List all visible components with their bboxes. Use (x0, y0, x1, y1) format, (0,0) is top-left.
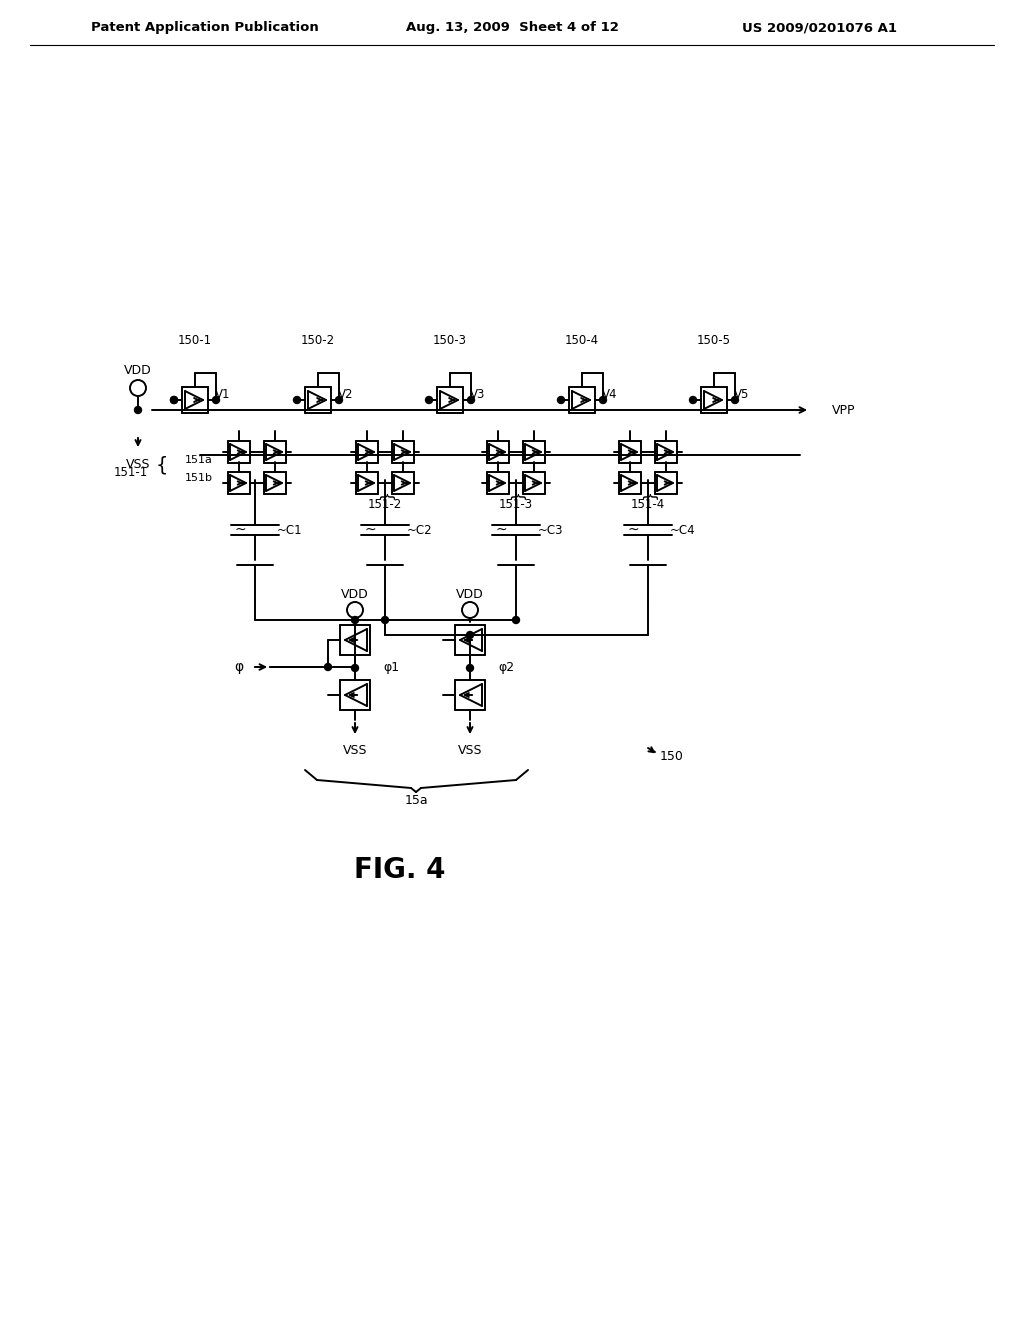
Text: φ: φ (233, 660, 243, 675)
Text: VDD: VDD (456, 587, 484, 601)
Text: 150-3: 150-3 (433, 334, 467, 346)
Circle shape (171, 396, 177, 404)
Text: 150-4: 150-4 (565, 334, 599, 346)
Text: V5: V5 (734, 388, 750, 401)
Text: 151a: 151a (185, 455, 213, 465)
Text: 151b: 151b (185, 473, 213, 483)
Text: V3: V3 (470, 388, 485, 401)
Text: 150-2: 150-2 (301, 334, 335, 346)
Circle shape (336, 396, 342, 404)
Text: ~C2: ~C2 (407, 524, 432, 536)
Text: {: { (378, 492, 392, 502)
Text: 150-1: 150-1 (178, 334, 212, 346)
Text: 150-5: 150-5 (697, 334, 731, 346)
Text: V1: V1 (215, 388, 230, 401)
Text: 151-2: 151-2 (368, 499, 402, 511)
Text: Patent Application Publication: Patent Application Publication (91, 21, 318, 34)
Text: V4: V4 (602, 388, 617, 401)
Text: V2: V2 (338, 388, 353, 401)
Text: VSS: VSS (458, 743, 482, 756)
Text: 151-4: 151-4 (631, 499, 666, 511)
Circle shape (171, 396, 177, 404)
Circle shape (325, 664, 332, 671)
Circle shape (351, 664, 358, 672)
Circle shape (731, 396, 738, 404)
Circle shape (294, 396, 300, 404)
Text: Aug. 13, 2009  Sheet 4 of 12: Aug. 13, 2009 Sheet 4 of 12 (406, 21, 618, 34)
Circle shape (134, 407, 141, 413)
Text: ~: ~ (627, 523, 639, 537)
Circle shape (557, 396, 564, 404)
Text: {: { (508, 492, 523, 502)
Text: ~C3: ~C3 (538, 524, 563, 536)
Text: US 2009/0201076 A1: US 2009/0201076 A1 (742, 21, 897, 34)
Text: φ2: φ2 (498, 660, 514, 673)
Text: ~C4: ~C4 (670, 524, 695, 536)
Text: ~: ~ (234, 523, 246, 537)
Text: 150: 150 (660, 751, 684, 763)
Circle shape (213, 396, 219, 404)
Circle shape (468, 396, 474, 404)
Text: ~: ~ (365, 523, 376, 537)
Text: VSS: VSS (343, 743, 368, 756)
Text: {: { (640, 492, 655, 502)
Text: ~: ~ (496, 523, 507, 537)
Circle shape (351, 616, 358, 623)
Circle shape (467, 664, 473, 672)
Text: 151-3: 151-3 (499, 499, 534, 511)
Text: ~C1: ~C1 (278, 524, 303, 536)
Text: VDD: VDD (124, 363, 152, 376)
Circle shape (599, 396, 606, 404)
Circle shape (382, 616, 388, 623)
Circle shape (426, 396, 432, 404)
Text: VDD: VDD (341, 587, 369, 601)
Text: {: { (156, 455, 168, 474)
Text: VSS: VSS (126, 458, 151, 470)
Text: VPP: VPP (831, 404, 855, 417)
Text: φ1: φ1 (383, 660, 399, 673)
Text: 151-1: 151-1 (114, 466, 148, 479)
Text: FIG. 4: FIG. 4 (354, 855, 445, 884)
Circle shape (512, 616, 519, 623)
Text: 15a: 15a (404, 793, 428, 807)
Circle shape (689, 396, 696, 404)
Circle shape (467, 631, 473, 639)
